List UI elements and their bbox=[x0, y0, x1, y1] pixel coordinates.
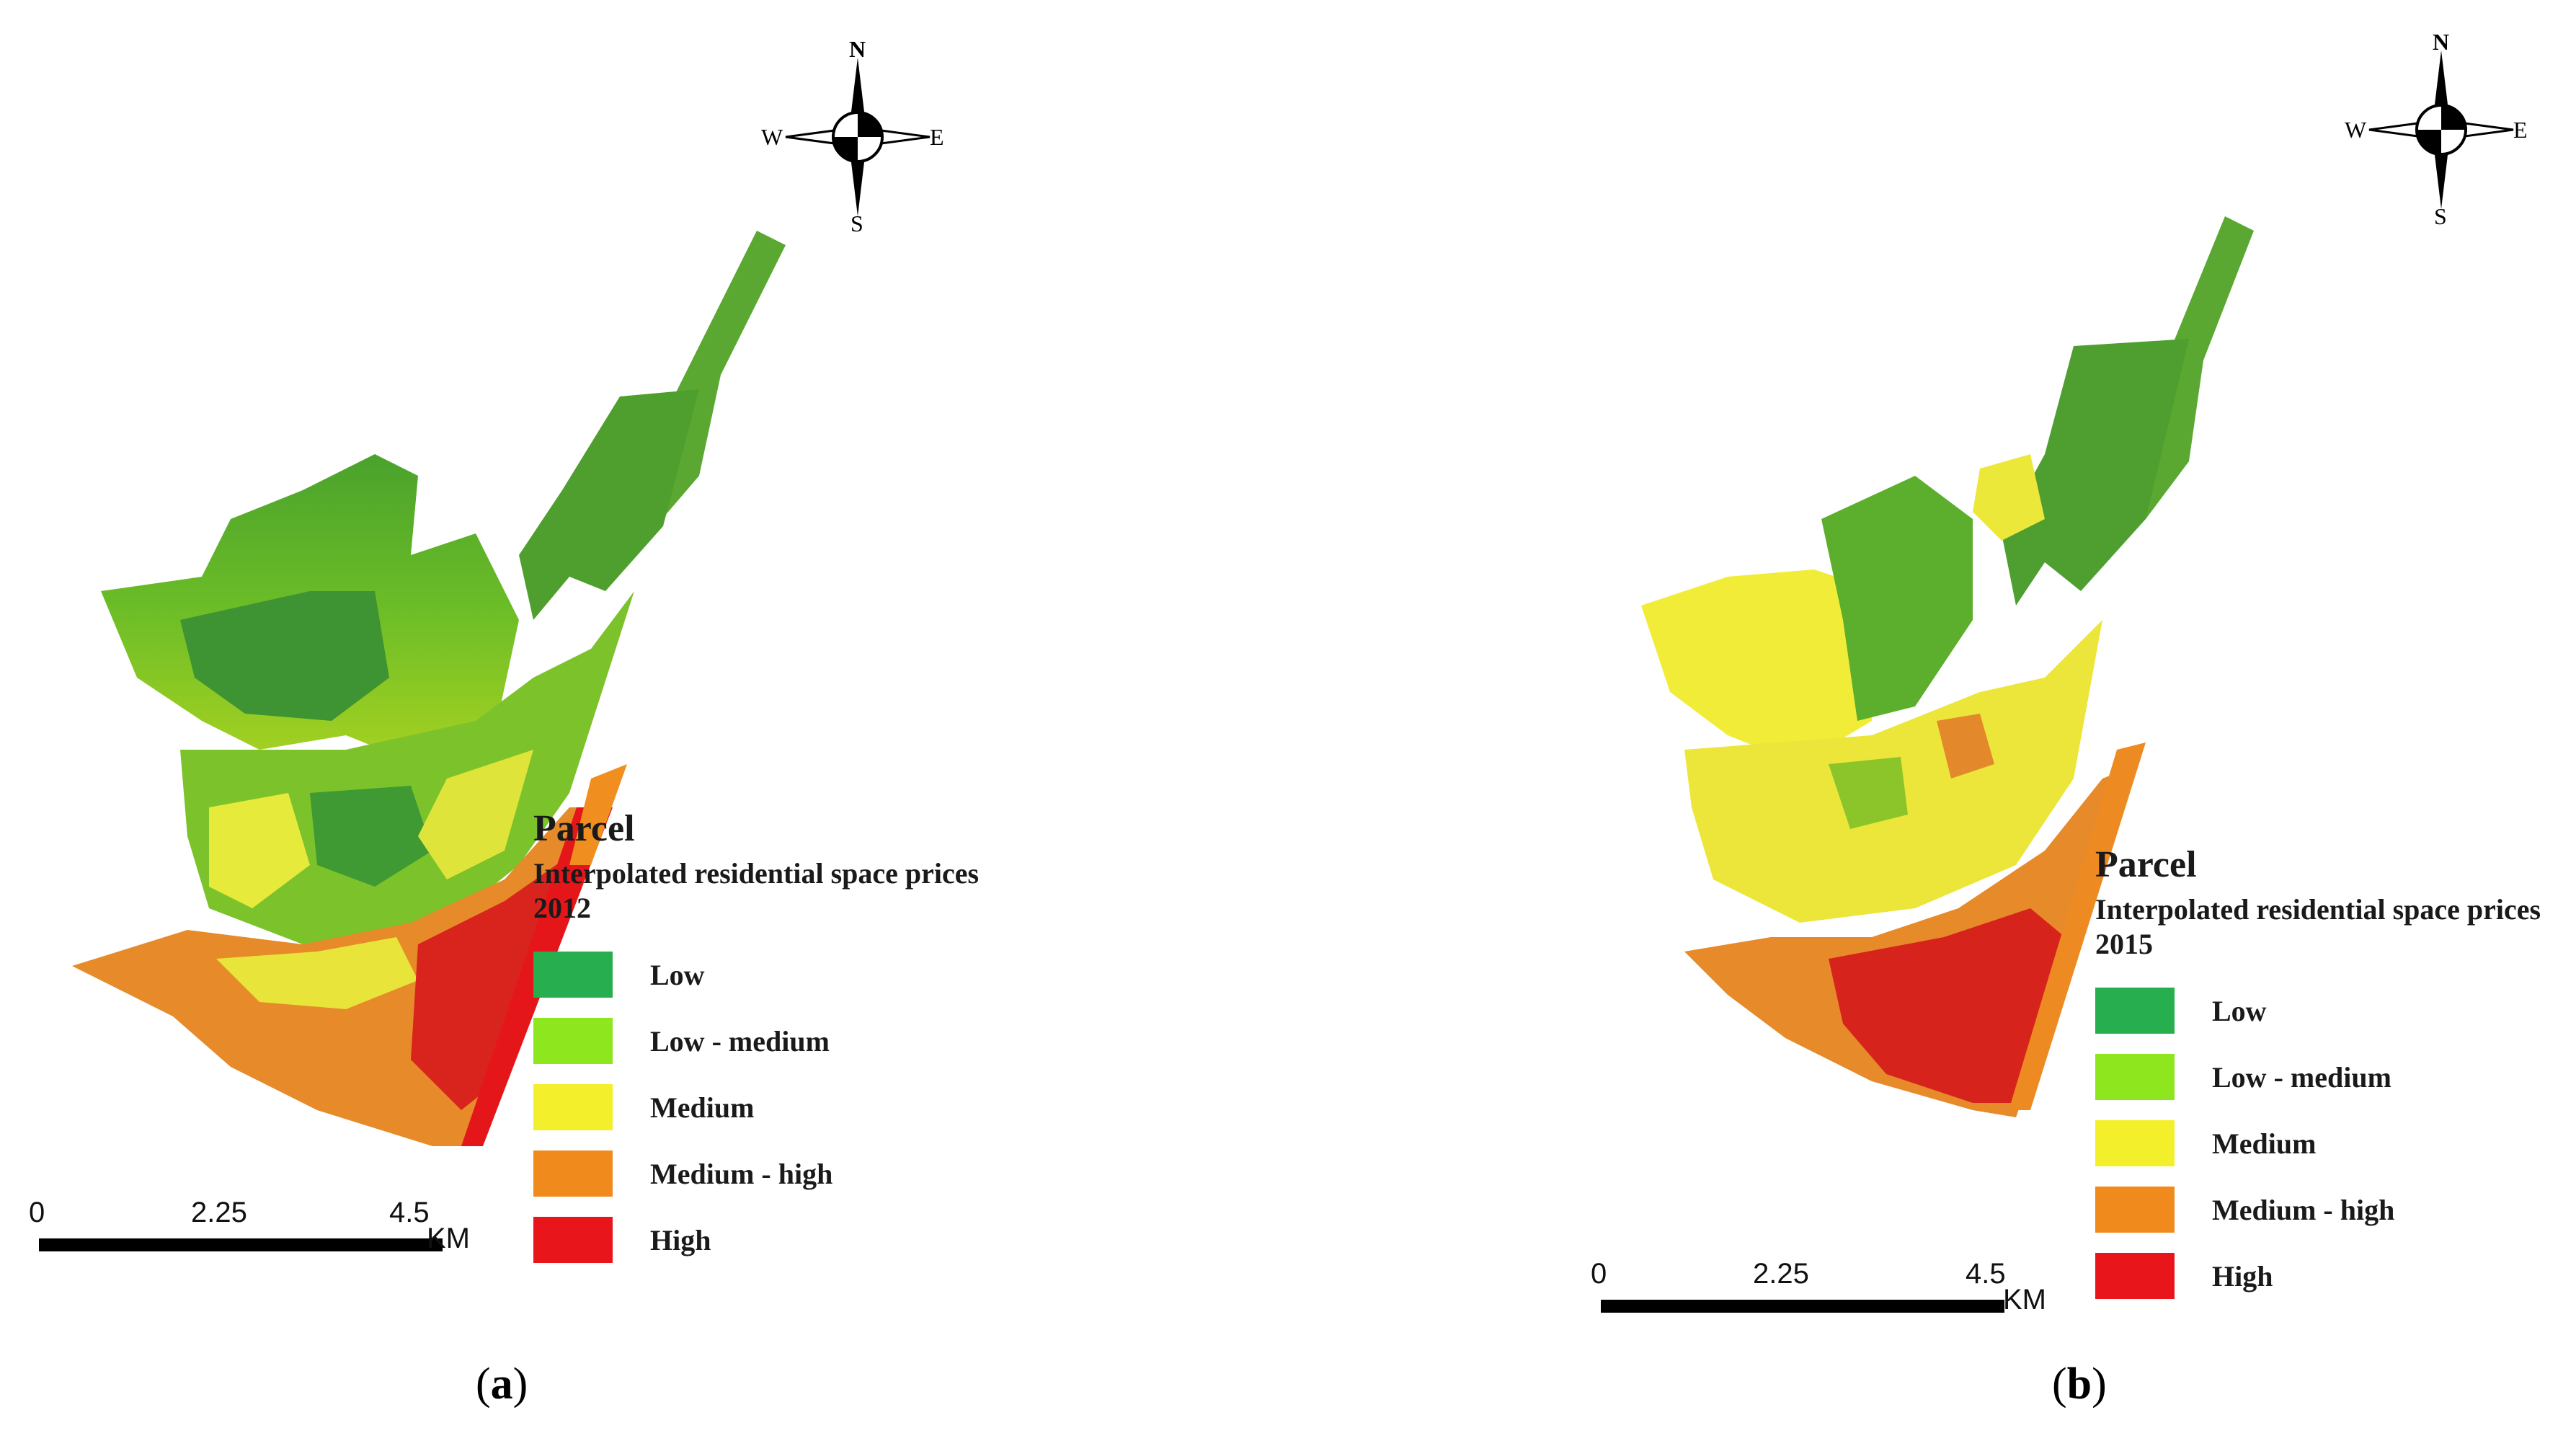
parcel-zone-coast bbox=[2009, 742, 2146, 1110]
scale-tick-max: 4.5 bbox=[389, 1197, 430, 1228]
scale-bar: 0 2.25 4.5 KM bbox=[1591, 1258, 2081, 1323]
legend-item-label: Medium - high bbox=[2212, 1193, 2395, 1226]
legend-item: Medium bbox=[2095, 1110, 2571, 1176]
parcel-zone-nw-dark bbox=[180, 591, 389, 721]
scale-tick-0: 0 bbox=[1591, 1258, 1607, 1290]
legend-item: Low - medium bbox=[533, 1008, 1009, 1074]
legend: Parcel Interpolated residential space pr… bbox=[2095, 843, 2571, 1309]
scale-bar-line bbox=[39, 1238, 443, 1251]
legend-subtitle: Interpolated residential space prices 20… bbox=[2095, 893, 2541, 960]
parcel-zone-nw-green bbox=[1821, 476, 1973, 721]
legend-item: Medium bbox=[533, 1074, 1009, 1140]
legend-swatch bbox=[533, 1217, 613, 1263]
legend-item-label: Low - medium bbox=[2212, 1060, 2391, 1094]
parcel-zone-ne-block bbox=[2002, 339, 2189, 606]
compass-east-label: E bbox=[2513, 117, 2528, 143]
compass-south-label: S bbox=[850, 210, 863, 236]
legend-swatch bbox=[2095, 988, 2175, 1034]
parcel-zone-ne-yellow bbox=[1973, 454, 2045, 541]
legend-swatch bbox=[2095, 1120, 2175, 1166]
legend-item-label: Low bbox=[2212, 994, 2267, 1027]
legend-item-label: Medium bbox=[650, 1091, 755, 1124]
legend-swatch bbox=[533, 1084, 613, 1130]
legend-item: High bbox=[533, 1207, 1009, 1273]
parcel-map-2012 bbox=[72, 231, 786, 1146]
scale-bar: 0 2.25 4.5 KM bbox=[29, 1197, 519, 1262]
legend-item-label: High bbox=[650, 1223, 711, 1256]
legend-items: Low Low - medium Medium Medium - high High bbox=[2095, 977, 2571, 1309]
parcel-zone-center-yellow-2 bbox=[418, 750, 533, 879]
scale-unit: KM bbox=[2003, 1284, 2046, 1316]
legend-items: Low Low - medium Medium Medium - high High bbox=[533, 941, 1009, 1273]
parcel-zone-south-red bbox=[411, 851, 577, 1110]
legend-item-label: Medium bbox=[2212, 1127, 2317, 1160]
legend-item: Medium - high bbox=[533, 1140, 1009, 1207]
parcel-zone-center-dark bbox=[310, 786, 432, 887]
scale-bar-line bbox=[1601, 1300, 2004, 1313]
scale-tick-mid: 2.25 bbox=[191, 1197, 247, 1228]
legend-title: Parcel bbox=[533, 808, 635, 849]
legend-title: Parcel bbox=[2095, 844, 2197, 885]
scale-tick-0: 0 bbox=[29, 1197, 45, 1228]
legend-item: Low - medium bbox=[2095, 1044, 2571, 1110]
parcel-zone-south-red bbox=[1829, 908, 2074, 1103]
legend-item: Low bbox=[533, 941, 1009, 1008]
parcel-zone-center-yellow bbox=[209, 793, 310, 908]
legend-item-label: High bbox=[2212, 1259, 2273, 1293]
parcel-zone-center-orange bbox=[1937, 714, 1994, 779]
compass-east-label: E bbox=[930, 124, 944, 150]
legend-swatch bbox=[533, 1018, 613, 1064]
legend-item-label: Medium - high bbox=[650, 1157, 833, 1190]
compass-west-label: W bbox=[761, 124, 783, 150]
legend-item-label: Low bbox=[650, 958, 705, 991]
parcel-zone-nw-yellow bbox=[1641, 569, 1879, 764]
parcel-zone-south-yellow bbox=[216, 937, 418, 1009]
scale-tick-max: 4.5 bbox=[1966, 1258, 2006, 1290]
legend-subtitle: Interpolated residential space prices 20… bbox=[533, 857, 980, 924]
compass-west-label: W bbox=[2345, 117, 2367, 143]
parcel-zone-coast-orange bbox=[569, 764, 627, 865]
legend-item: High bbox=[2095, 1243, 2571, 1309]
legend-item: Medium - high bbox=[2095, 1176, 2571, 1243]
legend-swatch bbox=[2095, 1253, 2175, 1299]
panel-label-a: (a) bbox=[476, 1360, 528, 1409]
legend-swatch bbox=[2095, 1187, 2175, 1233]
legend-swatch bbox=[533, 952, 613, 998]
north-arrow-compass: N S W E bbox=[761, 36, 944, 236]
parcel-zone-ne-block bbox=[519, 389, 699, 620]
legend-swatch bbox=[533, 1150, 613, 1197]
compass-north-label: N bbox=[2433, 29, 2450, 55]
compass-north-label: N bbox=[849, 36, 866, 62]
compass-rose-icon bbox=[2368, 50, 2514, 209]
map-panel-b: N S W E Parcel Interpolated residential … bbox=[1288, 0, 2576, 1441]
legend-item: Low bbox=[2095, 977, 2571, 1044]
compass-south-label: S bbox=[2434, 203, 2447, 229]
scale-unit: KM bbox=[427, 1223, 470, 1254]
scale-tick-mid: 2.25 bbox=[1753, 1258, 1809, 1290]
map-panel-a: N S W E Parcel Interpolated residential … bbox=[29, 36, 1009, 1409]
compass-rose-icon bbox=[785, 58, 931, 216]
parcel-map-2015 bbox=[1641, 216, 2254, 1117]
legend: Parcel Interpolated residential space pr… bbox=[533, 807, 1009, 1273]
panel-label-b: (b) bbox=[2052, 1360, 2107, 1409]
north-arrow-compass: N S W E bbox=[2345, 29, 2528, 229]
legend-item-label: Low - medium bbox=[650, 1024, 830, 1058]
legend-swatch bbox=[2095, 1054, 2175, 1100]
parcel-zone-center-green bbox=[1829, 757, 1908, 829]
